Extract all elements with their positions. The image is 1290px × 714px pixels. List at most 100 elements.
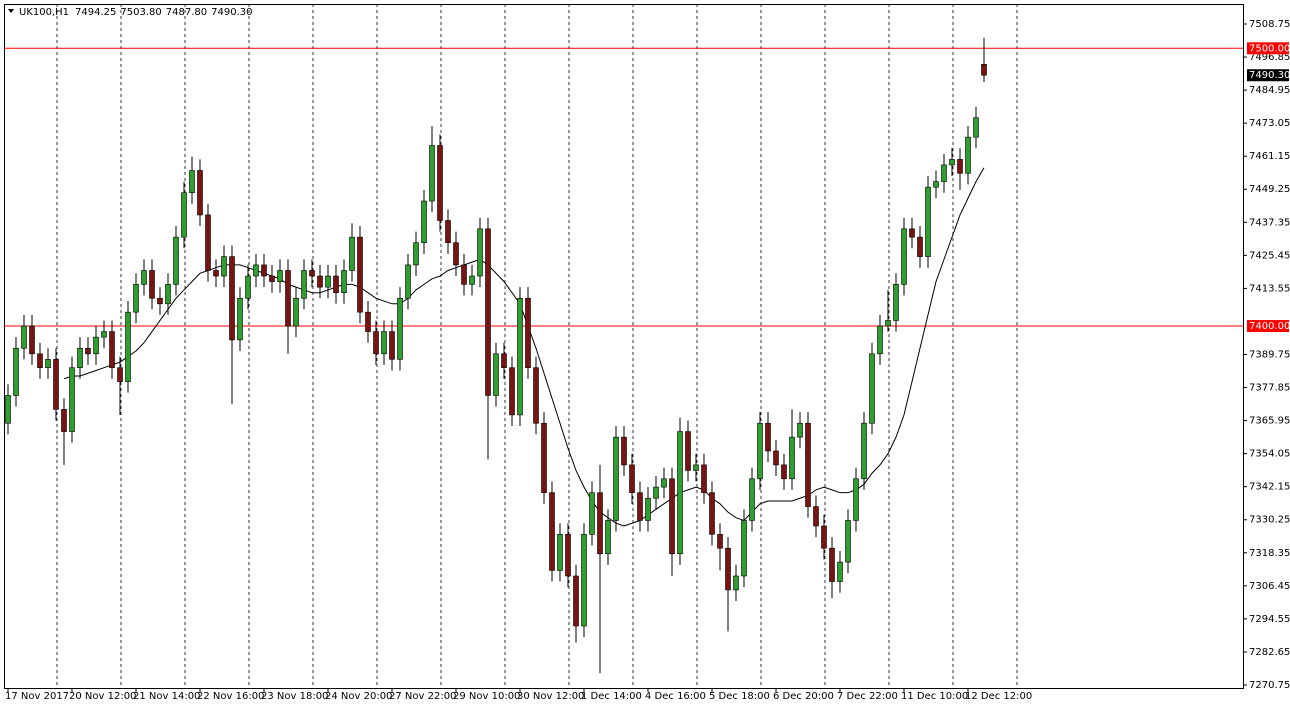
candle-body [981,63,987,76]
y-tick-label: 7473.05 [1249,118,1290,129]
candle-body [421,200,427,244]
candle-body [869,353,875,424]
candle-body [85,347,91,355]
candle-body [469,275,475,285]
candle-body [381,331,387,355]
candle-body [917,236,923,257]
candle-body [749,478,755,521]
candle-body [565,534,571,577]
candle-body [837,561,843,582]
candle-body [709,492,715,535]
candle-body [461,264,467,285]
candle-body [5,395,11,424]
candle-body [365,311,371,332]
x-tick-label: 27 Nov 22:00 [389,691,456,702]
candle-body [541,422,547,493]
candle-body [237,297,243,341]
candle-body [733,575,739,591]
x-tick-label: 23 Nov 18:00 [261,691,328,702]
x-tick-label: 29 Nov 10:00 [453,691,520,702]
candle-body [549,492,555,571]
candle-body [933,181,939,188]
candle-body [637,492,643,521]
candle-body [853,478,859,521]
x-tick-label: 30 Nov 12:00 [517,691,584,702]
candle-body [909,228,915,238]
candle-body [453,242,459,266]
candle-body [189,170,195,194]
candle-body [949,159,955,166]
candle-body [429,145,435,202]
candle-body [445,220,451,244]
candle-body [293,297,299,327]
y-tick-label: 7330.25 [1249,515,1290,526]
candle-body [893,284,899,321]
level-label: 7500.00 [1249,43,1290,54]
candle-body [269,275,275,282]
candle-body [93,336,99,355]
candle-body [29,325,35,355]
candle-body [229,256,235,341]
candle-body [301,270,307,299]
candle-body [309,270,315,277]
x-tick-label: 11 Dec 10:00 [901,691,968,702]
candle-body [61,409,67,432]
candle-body [413,242,419,266]
candle-body [885,320,891,327]
info-high: 7503.80 [120,7,161,18]
y-tick-label: 7413.55 [1249,283,1290,294]
candle-body [45,359,51,368]
y-tick-label: 7508.75 [1249,19,1290,30]
candle-body [589,492,595,535]
candle-body [805,422,811,507]
candle-body [677,431,683,555]
candle-body [597,492,603,555]
level-label-bg [1247,320,1289,333]
y-tick-label: 7449.25 [1249,184,1290,195]
y-tick-label: 7294.55 [1249,614,1290,625]
candle-body [21,325,27,349]
candle-body [781,464,787,480]
candle-body [797,422,803,438]
candle-body [973,117,979,138]
y-tick-label: 7389.75 [1249,349,1290,360]
x-tick-label: 17 Nov 2017 [5,691,69,702]
candle-body [437,145,443,221]
candle-body [661,478,667,488]
x-tick-label: 22 Nov 16:00 [197,691,264,702]
menu-arrow[interactable] [8,9,14,13]
candle-body [285,270,291,327]
candle-body [693,464,699,471]
candle-body [181,192,187,238]
x-tick-label: 7 Dec 22:00 [837,691,898,702]
candle-body [341,270,347,294]
last-price-label: 7490.30 [1249,70,1290,81]
candle-body [701,464,707,493]
symbol: UK100,H1 [19,7,69,18]
candle-body [517,297,523,416]
y-tick-label: 7496.85 [1249,52,1290,63]
y-tick-label: 7282.65 [1249,647,1290,658]
candle-body [613,436,619,521]
candle-body [373,331,379,355]
candle-body [205,214,211,271]
y-tick-label: 7342.15 [1249,482,1290,493]
candle-body [821,525,827,549]
candle-body [349,236,355,271]
candle-body [317,275,323,288]
info-close: 7490.30 [211,7,252,18]
y-tick-label: 7437.35 [1249,217,1290,228]
candle-body [277,270,283,282]
candle-body [493,353,499,396]
y-tick-label: 7270.75 [1249,680,1290,691]
candle-body [261,264,267,277]
candle-body [325,275,331,288]
candle-body [845,520,851,563]
candle-body [669,478,675,555]
candle-body [725,547,731,591]
candle-body [717,534,723,549]
candle-body [221,256,227,277]
candle-body [109,331,115,368]
candle-body [245,275,251,299]
